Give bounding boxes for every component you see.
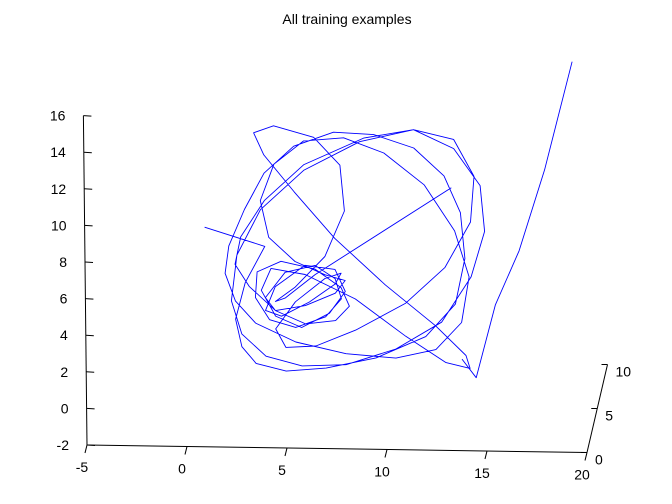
y-tick-label: 14 (50, 144, 66, 160)
chart-title: All training examples (282, 11, 411, 27)
axes-group: -5 0 5 10 15 20 -2 0 2 4 6 8 10 12 14 16 0 5 10 (50, 108, 631, 483)
y-tick-label: 6 (60, 291, 68, 307)
y-tick-label: 4 (60, 327, 68, 343)
x-tick-label: -5 (76, 459, 89, 475)
y-axis-line (82, 115, 88, 446)
y-tick (84, 188, 93, 190)
x-tick-label: 0 (178, 461, 186, 477)
x-tick (484, 450, 488, 460)
z-tick-label: 5 (605, 408, 613, 424)
z-tick-label: 0 (595, 452, 603, 468)
y-tick (83, 151, 92, 154)
y-tick-label: -2 (57, 437, 70, 453)
x-tick-label: 15 (474, 465, 490, 481)
y-tick-label: 2 (60, 364, 68, 380)
y-tick (86, 371, 95, 373)
x-tick-label: 20 (574, 467, 590, 483)
y-tick-label: 16 (50, 108, 66, 124)
series-line-1 (461, 61, 573, 379)
x-axis-line (86, 444, 588, 453)
y-tick-label: 0 (61, 400, 69, 416)
y-tick (85, 298, 94, 300)
x-tick-label: 5 (278, 462, 286, 478)
x-tick (584, 452, 588, 461)
z-tick-label: 10 (616, 364, 632, 380)
y-tick-label: 8 (59, 254, 67, 270)
y-tick (84, 224, 93, 227)
series-layer (204, 61, 573, 379)
x-tick (184, 446, 188, 455)
x-tick (84, 444, 88, 454)
x-tick (384, 449, 388, 458)
x-tick-label: 10 (374, 464, 390, 480)
y-tick (86, 444, 96, 446)
y-tick (84, 261, 94, 263)
y-tick (85, 334, 94, 337)
y-tick (83, 115, 92, 117)
y-tick-label: 10 (51, 217, 67, 233)
y-tick (86, 407, 95, 410)
x-tick (284, 447, 288, 457)
y-tick-label: 12 (51, 181, 67, 197)
series-line-0 (204, 125, 486, 372)
